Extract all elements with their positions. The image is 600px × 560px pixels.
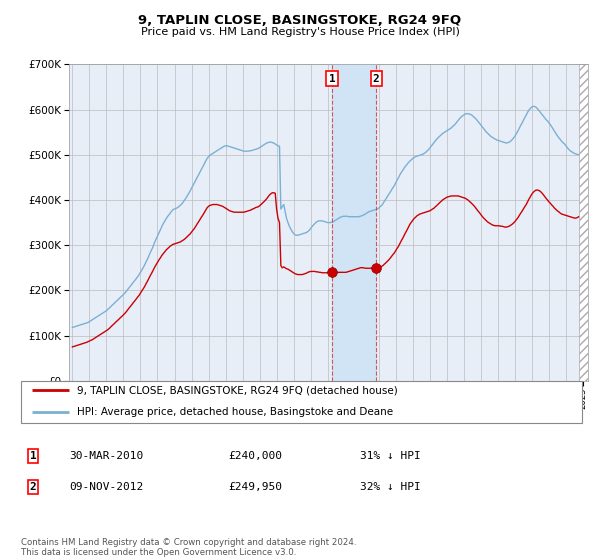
Text: 31% ↓ HPI: 31% ↓ HPI	[360, 451, 421, 461]
Text: 09-NOV-2012: 09-NOV-2012	[69, 482, 143, 492]
FancyBboxPatch shape	[21, 381, 582, 423]
Bar	[332, 64, 376, 381]
Text: 2: 2	[29, 482, 37, 492]
Text: HPI: Average price, detached house, Basingstoke and Deane: HPI: Average price, detached house, Basi…	[77, 407, 393, 417]
Text: Price paid vs. HM Land Registry's House Price Index (HPI): Price paid vs. HM Land Registry's House …	[140, 27, 460, 37]
Text: 1: 1	[329, 73, 335, 83]
Text: 1: 1	[29, 451, 37, 461]
Text: £240,000: £240,000	[228, 451, 282, 461]
Text: 30-MAR-2010: 30-MAR-2010	[69, 451, 143, 461]
Text: 9, TAPLIN CLOSE, BASINGSTOKE, RG24 9FQ: 9, TAPLIN CLOSE, BASINGSTOKE, RG24 9FQ	[139, 14, 461, 27]
Text: 9, TAPLIN CLOSE, BASINGSTOKE, RG24 9FQ (detached house): 9, TAPLIN CLOSE, BASINGSTOKE, RG24 9FQ (…	[77, 385, 398, 395]
Text: 32% ↓ HPI: 32% ↓ HPI	[360, 482, 421, 492]
Text: Contains HM Land Registry data © Crown copyright and database right 2024.
This d: Contains HM Land Registry data © Crown c…	[21, 538, 356, 557]
Text: £249,950: £249,950	[228, 482, 282, 492]
Text: 2: 2	[373, 73, 380, 83]
Bar	[578, 64, 588, 381]
